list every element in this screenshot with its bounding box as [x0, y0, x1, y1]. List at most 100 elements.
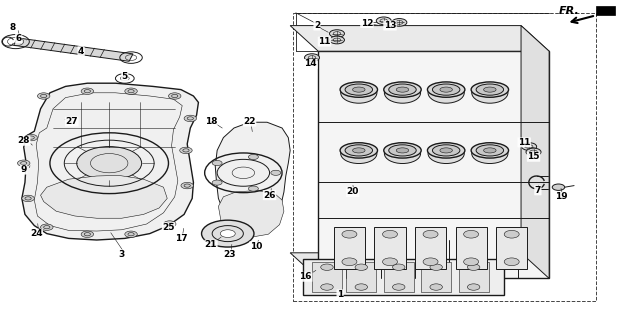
Circle shape — [383, 258, 397, 266]
Circle shape — [125, 231, 137, 237]
Circle shape — [81, 231, 94, 237]
Circle shape — [383, 230, 397, 238]
Ellipse shape — [341, 82, 377, 103]
Ellipse shape — [472, 144, 508, 164]
Text: 8: 8 — [9, 23, 16, 32]
Circle shape — [423, 258, 438, 266]
Polygon shape — [334, 227, 365, 269]
Polygon shape — [218, 190, 284, 237]
Ellipse shape — [345, 145, 373, 156]
Ellipse shape — [472, 82, 508, 103]
Circle shape — [220, 230, 235, 237]
Circle shape — [248, 155, 258, 160]
Text: FR.: FR. — [558, 6, 579, 16]
Ellipse shape — [396, 87, 409, 92]
Circle shape — [329, 30, 344, 37]
Circle shape — [212, 160, 222, 165]
Text: 23: 23 — [223, 250, 236, 259]
Polygon shape — [496, 227, 527, 269]
Polygon shape — [318, 51, 549, 278]
Circle shape — [504, 230, 519, 238]
Circle shape — [321, 264, 333, 270]
Polygon shape — [290, 253, 549, 278]
Text: 21: 21 — [205, 240, 217, 249]
Circle shape — [181, 182, 193, 189]
Circle shape — [392, 284, 405, 290]
Ellipse shape — [384, 82, 421, 97]
Ellipse shape — [384, 82, 421, 103]
Text: 13: 13 — [384, 21, 396, 30]
Circle shape — [41, 224, 53, 230]
Circle shape — [202, 220, 254, 247]
Circle shape — [342, 258, 357, 266]
Circle shape — [168, 93, 181, 99]
Text: 17: 17 — [175, 234, 187, 243]
Circle shape — [125, 88, 137, 94]
Text: 3: 3 — [119, 250, 125, 259]
Circle shape — [180, 147, 192, 154]
Polygon shape — [521, 26, 549, 278]
Text: 20: 20 — [346, 188, 359, 196]
Text: 24: 24 — [30, 229, 42, 238]
Circle shape — [37, 93, 50, 99]
Polygon shape — [384, 262, 414, 292]
Circle shape — [321, 284, 333, 290]
Text: 7: 7 — [535, 186, 541, 195]
Polygon shape — [421, 262, 451, 292]
Circle shape — [248, 186, 258, 191]
Text: 16: 16 — [300, 272, 312, 281]
Text: 18: 18 — [205, 117, 217, 126]
Text: 19: 19 — [555, 192, 568, 201]
Ellipse shape — [428, 82, 464, 103]
Circle shape — [526, 148, 541, 156]
Circle shape — [467, 284, 480, 290]
Text: 28: 28 — [17, 136, 30, 145]
Polygon shape — [456, 227, 487, 269]
Ellipse shape — [484, 87, 496, 92]
Circle shape — [392, 19, 407, 26]
Ellipse shape — [340, 143, 378, 158]
Circle shape — [464, 230, 479, 238]
Text: 22: 22 — [243, 117, 256, 126]
Circle shape — [305, 54, 319, 61]
Text: 12: 12 — [361, 19, 373, 28]
Circle shape — [212, 180, 222, 185]
Circle shape — [329, 36, 344, 44]
Ellipse shape — [384, 143, 421, 158]
Polygon shape — [346, 262, 376, 292]
Polygon shape — [415, 227, 446, 269]
Ellipse shape — [345, 84, 373, 95]
Circle shape — [504, 258, 519, 266]
Ellipse shape — [484, 148, 496, 153]
Polygon shape — [596, 6, 615, 15]
Ellipse shape — [428, 144, 464, 164]
Ellipse shape — [353, 87, 365, 92]
Ellipse shape — [471, 143, 509, 158]
Ellipse shape — [427, 143, 465, 158]
Ellipse shape — [389, 145, 416, 156]
Text: 26: 26 — [263, 191, 276, 200]
Polygon shape — [14, 38, 133, 61]
Polygon shape — [459, 262, 489, 292]
Polygon shape — [290, 26, 549, 51]
Circle shape — [271, 170, 281, 175]
Circle shape — [77, 147, 142, 180]
Circle shape — [464, 258, 479, 266]
Circle shape — [392, 264, 405, 270]
Circle shape — [184, 115, 197, 122]
Circle shape — [17, 160, 30, 166]
Ellipse shape — [427, 82, 465, 97]
Circle shape — [376, 17, 391, 25]
Circle shape — [81, 88, 94, 94]
Text: 2: 2 — [314, 21, 320, 30]
Text: 10: 10 — [250, 242, 262, 251]
Text: 11: 11 — [518, 138, 530, 147]
Circle shape — [522, 143, 537, 150]
Circle shape — [430, 284, 442, 290]
Ellipse shape — [440, 87, 452, 92]
Ellipse shape — [471, 82, 509, 97]
Ellipse shape — [340, 82, 378, 97]
Text: 4: 4 — [78, 47, 84, 56]
Text: 5: 5 — [122, 72, 128, 81]
Polygon shape — [303, 259, 504, 295]
